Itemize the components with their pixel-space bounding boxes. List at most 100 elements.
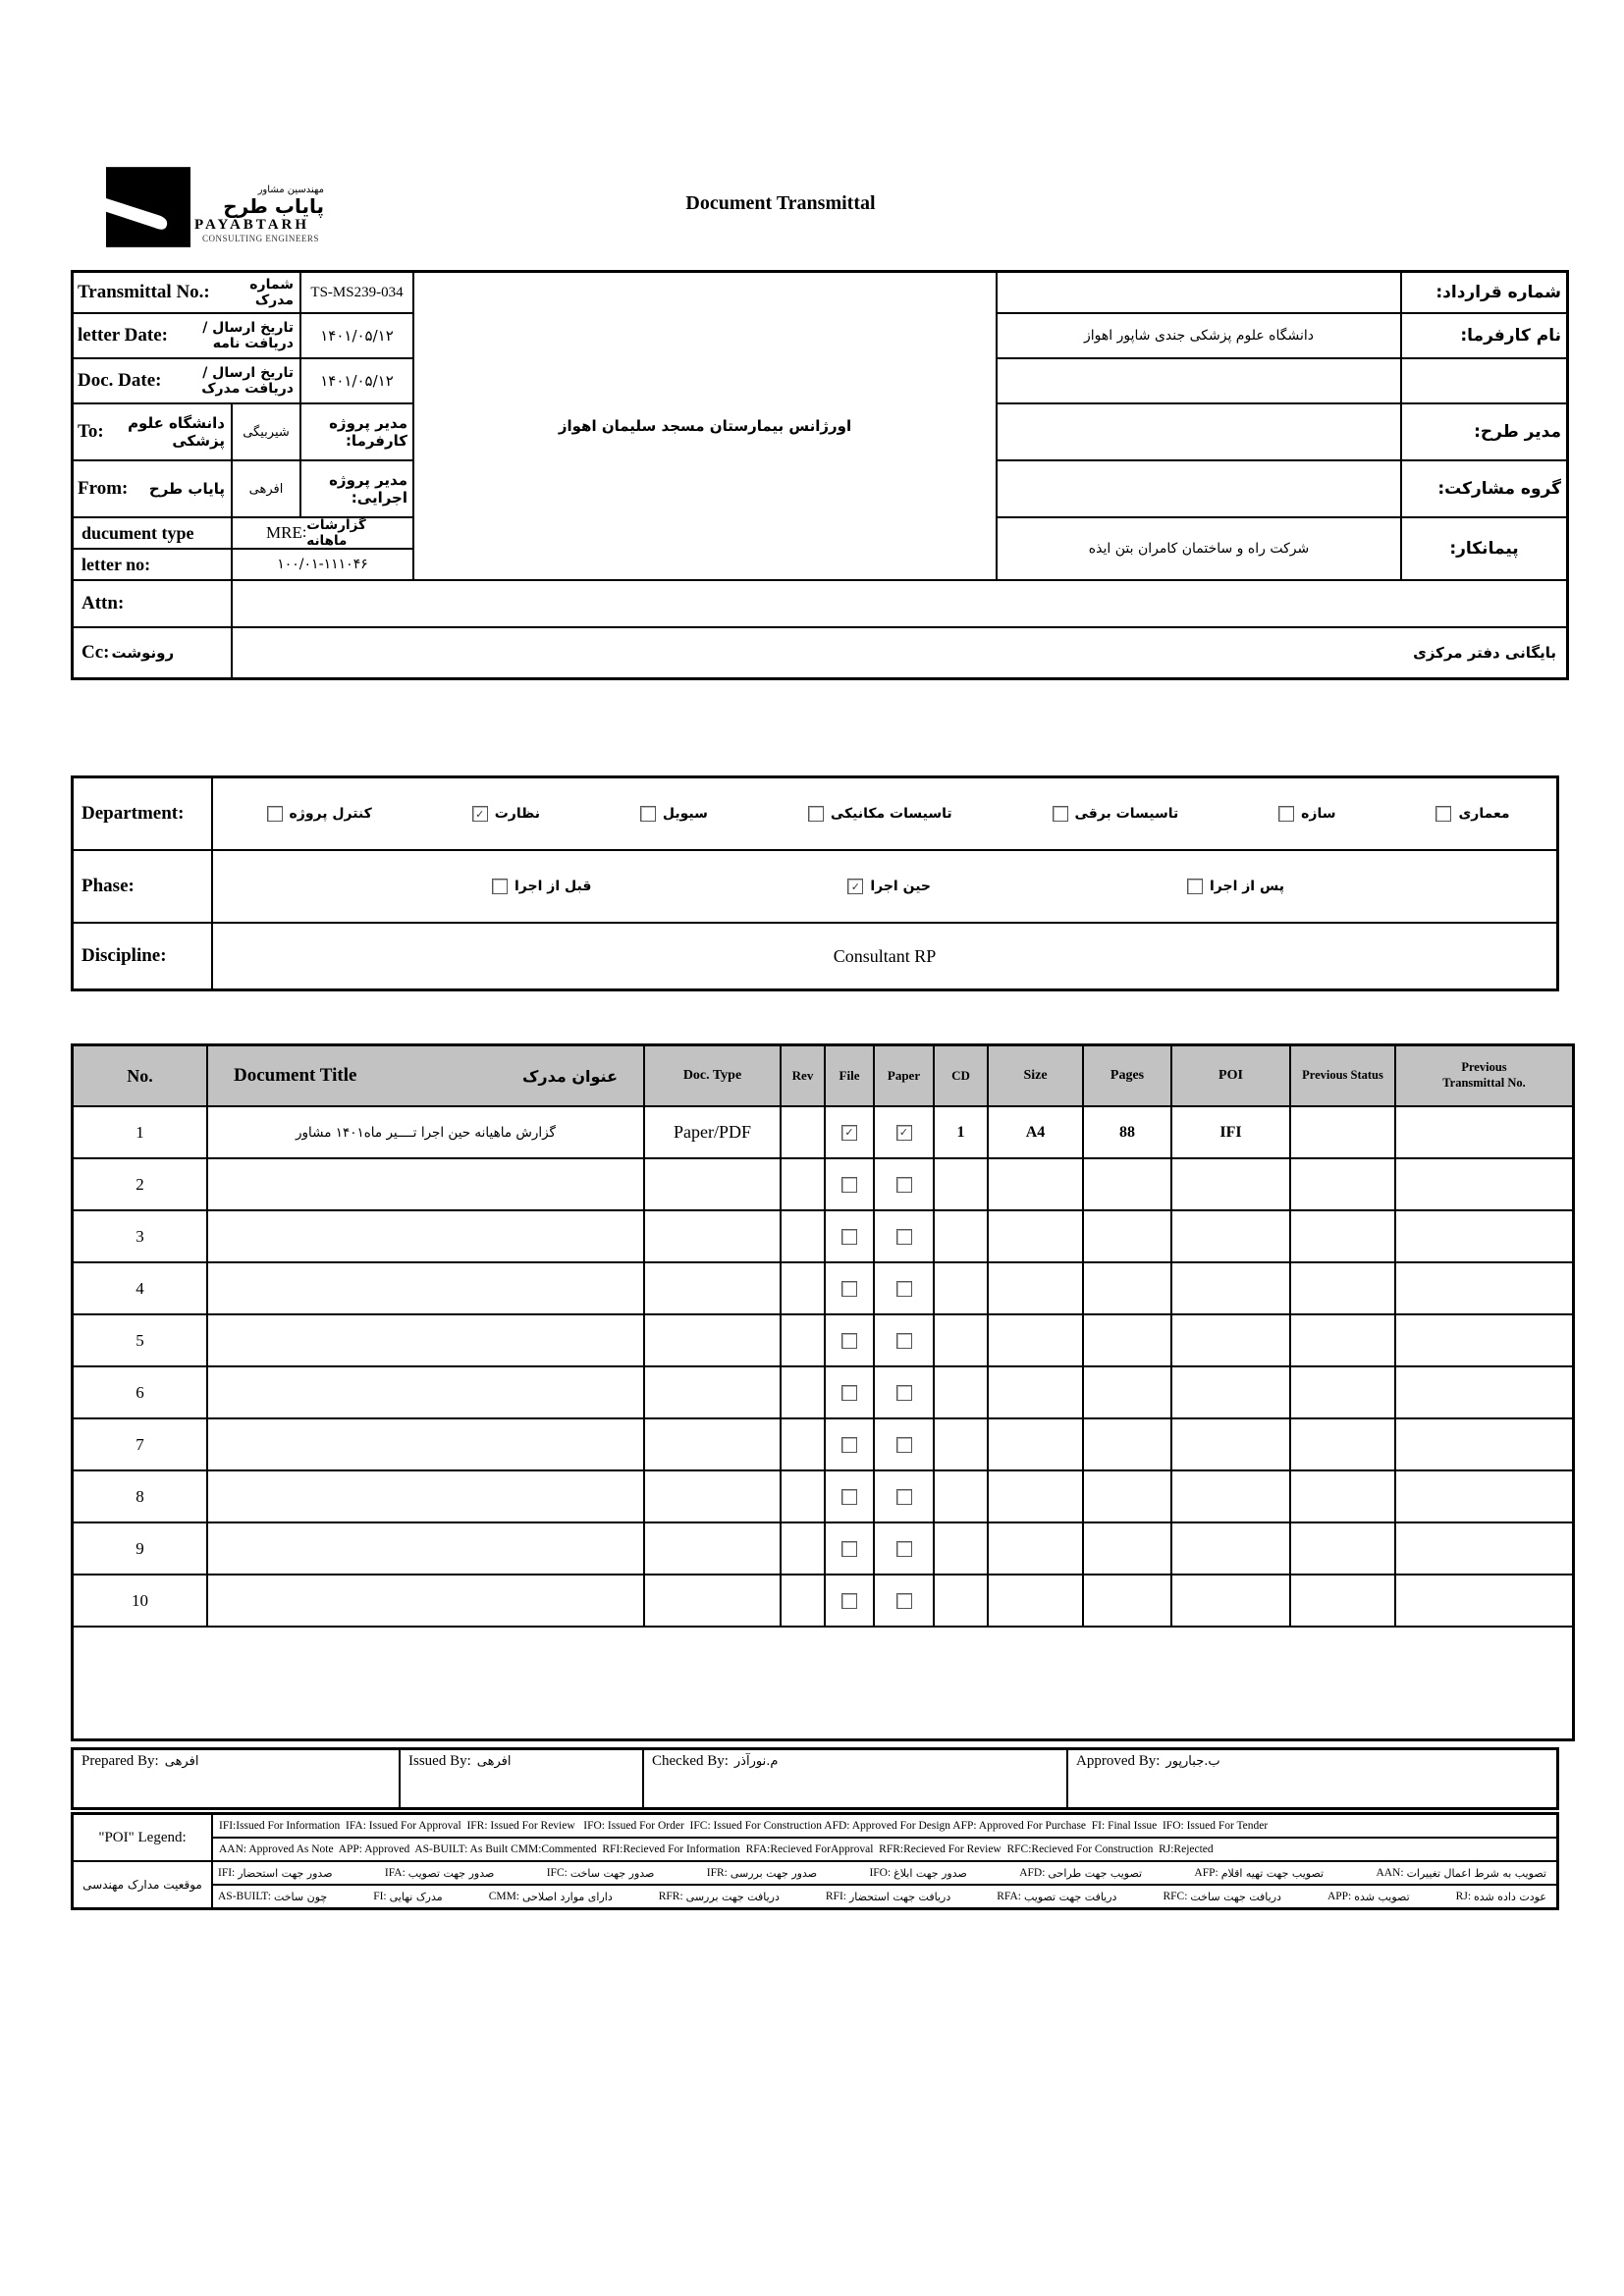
company-logo: مهندسین مشاور پایاب طرح PAYABTARH CONSUL…: [106, 167, 324, 247]
file-checkbox[interactable]: [841, 1332, 857, 1349]
legend-english-line-1: IFI:Issued For Information IFA: Issued F…: [213, 1815, 1556, 1837]
to-label: To:: [78, 421, 104, 442]
option-checkbox[interactable]: [1435, 806, 1452, 822]
department-label: Department:: [81, 803, 185, 824]
col-header-title-en: Document Title: [234, 1065, 357, 1086]
design-manager-value: [998, 404, 1400, 459]
doc-cell-pages: [1084, 1211, 1170, 1261]
file-checkbox[interactable]: [841, 1592, 857, 1609]
option-checkbox[interactable]: [807, 806, 824, 822]
to-value: دانشگاه علوم پزشکی: [128, 414, 225, 450]
doc-cell-prev_transmittal: [1396, 1471, 1572, 1522]
paper-checkbox[interactable]: [895, 1540, 912, 1557]
col-header-poi: POI: [1172, 1046, 1289, 1105]
legend-item-text: دارای موارد اصلاحی: [522, 1890, 613, 1903]
paper-checkbox[interactable]: ✓: [895, 1124, 912, 1141]
col-header-title-fa: عنوان مدرک: [522, 1066, 618, 1086]
legend-item-code: AAN:: [1376, 1867, 1404, 1879]
doc-type-code: MRE: [266, 523, 302, 542]
doc-cell-prev_transmittal: [1396, 1315, 1572, 1365]
doc-cell-cd: [935, 1419, 987, 1469]
letter-date-value: ۱۴۰۱/۰۵/۱۲: [301, 314, 412, 357]
classification-table: Department: معماری سازه تاسیسات برقی تاسیسا…: [71, 775, 1559, 991]
doc-status-label-fa: موقعیت مدارک مهندسی: [74, 1862, 211, 1907]
doc-cell-prev_transmittal: [1396, 1367, 1572, 1417]
legend-item-code: RFI:: [825, 1891, 846, 1902]
doc-cell-doc_type: Paper/PDF: [645, 1107, 780, 1157]
documents-table: No. Document Title عنوان مدرک Doc. Type …: [71, 1043, 1575, 1741]
legend-item: AS-BUILT: چون ساخت: [218, 1891, 327, 1903]
paper-checkbox[interactable]: [895, 1592, 912, 1609]
file-checkbox[interactable]: [841, 1488, 857, 1505]
option-label: حین اجرا: [870, 879, 932, 894]
doc-cell-title: [208, 1523, 643, 1574]
doc-cell-rev: [782, 1523, 824, 1574]
option-label: نظارت: [494, 806, 540, 822]
doc-cell-pages: [1084, 1523, 1170, 1574]
client-name-value: دانشگاه علوم پزشکی جندی شاپور اهواز: [998, 314, 1400, 357]
legend-item-code: AS-BUILT:: [218, 1891, 271, 1902]
paper-checkbox[interactable]: [895, 1384, 912, 1401]
file-checkbox[interactable]: [841, 1280, 857, 1297]
legend-item-text: صدور جهت ابلاغ: [893, 1866, 967, 1880]
doc-cell-title: [208, 1419, 643, 1469]
page-title: Document Transmittal: [685, 192, 876, 214]
option-item: معماری: [1429, 806, 1510, 822]
file-checkbox[interactable]: [841, 1384, 857, 1401]
legend-item-text: دریافت جهت بررسی: [685, 1890, 780, 1903]
doc-cell-paper: ✓: [875, 1107, 933, 1157]
doc-cell-paper: [875, 1367, 933, 1417]
doc-cell-pages: [1084, 1263, 1170, 1313]
transmittal-no-value: TS-MS239-034: [301, 273, 412, 312]
doc-cell-pages: [1084, 1419, 1170, 1469]
from-cell: From: پایاب طرح: [74, 461, 231, 516]
doc-cell-prev_status: [1291, 1575, 1394, 1626]
file-checkbox[interactable]: [841, 1228, 857, 1245]
paper-checkbox[interactable]: [895, 1488, 912, 1505]
file-checkbox[interactable]: ✓: [841, 1124, 857, 1141]
option-checkbox[interactable]: ✓: [847, 879, 864, 894]
paper-checkbox[interactable]: [895, 1436, 912, 1453]
option-checkbox[interactable]: [1278, 806, 1295, 822]
doc-cell-poi: [1172, 1211, 1289, 1261]
legend-item-code: RFC:: [1163, 1891, 1188, 1902]
doc-cell-poi: [1172, 1367, 1289, 1417]
option-checkbox[interactable]: [491, 879, 508, 894]
doc-cell-poi: [1172, 1263, 1289, 1313]
col-header-paper: Paper: [875, 1046, 933, 1105]
doc-cell-no: 1: [74, 1107, 206, 1157]
option-item: نظارت ✓: [465, 806, 540, 822]
doc-cell-file: [826, 1367, 873, 1417]
col-header-rev: Rev: [782, 1046, 824, 1105]
doc-cell-paper: [875, 1211, 933, 1261]
letter-no-label-cell: letter no:: [74, 550, 231, 579]
option-checkbox[interactable]: [639, 806, 656, 822]
option-checkbox[interactable]: [1052, 806, 1068, 822]
doc-type-fa: گزارشات ماهانه: [306, 518, 366, 548]
paper-checkbox[interactable]: [895, 1228, 912, 1245]
doc-cell-prev_transmittal: [1396, 1575, 1572, 1626]
col-header-size: Size: [989, 1046, 1082, 1105]
doc-cell-rev: [782, 1263, 824, 1313]
client-pm-label: مدیر پروژه کارفرما:: [301, 404, 412, 459]
doc-cell-no: 10: [74, 1575, 206, 1626]
option-checkbox[interactable]: ✓: [471, 806, 488, 822]
file-checkbox[interactable]: [841, 1436, 857, 1453]
logo-name-en: PAYABTARH: [194, 217, 310, 233]
doc-cell-title: [208, 1315, 643, 1365]
doc-cell-rev: [782, 1419, 824, 1469]
option-checkbox[interactable]: [1186, 879, 1203, 894]
file-checkbox[interactable]: [841, 1540, 857, 1557]
doc-cell-title: [208, 1471, 643, 1522]
legend-item-code: IFO:: [869, 1867, 892, 1879]
option-checkbox[interactable]: [266, 806, 283, 822]
legend-item-code: IFR:: [706, 1867, 728, 1879]
doc-cell-prev_transmittal: [1396, 1419, 1572, 1469]
paper-checkbox[interactable]: [895, 1280, 912, 1297]
paper-checkbox[interactable]: [895, 1176, 912, 1193]
paper-checkbox[interactable]: [895, 1332, 912, 1349]
doc-cell-file: [826, 1471, 873, 1522]
doc-cell-prev_status: [1291, 1315, 1394, 1365]
file-checkbox[interactable]: [841, 1176, 857, 1193]
doc-cell-pages: [1084, 1315, 1170, 1365]
